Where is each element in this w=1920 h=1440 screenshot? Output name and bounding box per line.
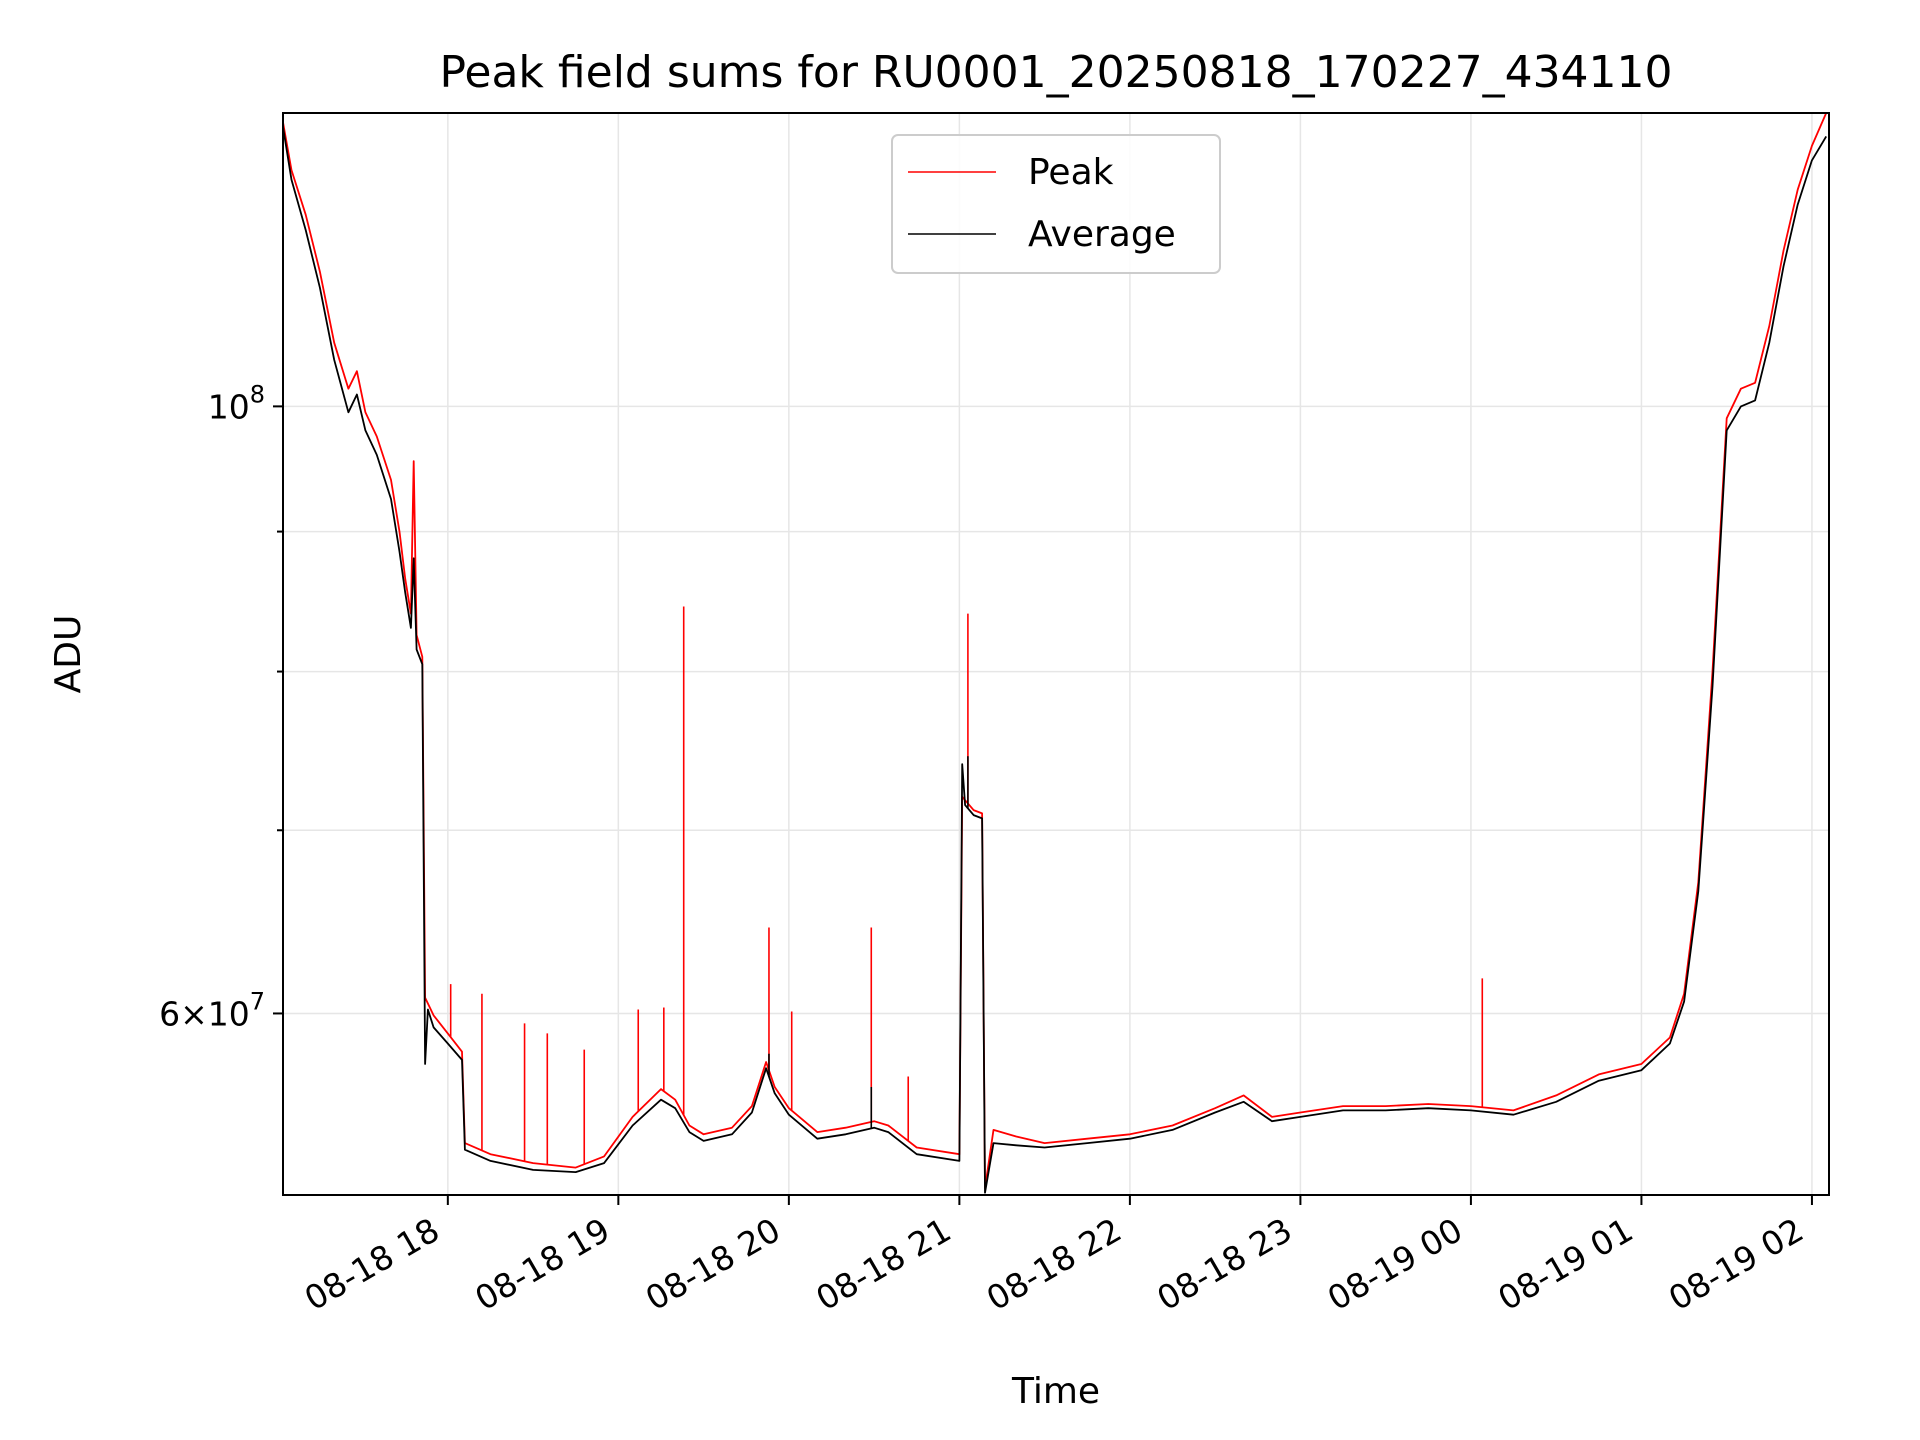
legend-peak-label: Peak [1028,152,1114,193]
legend-box [891,134,1221,274]
series-line-peak [283,113,1828,1189]
grid [283,113,1829,1195]
chart-title: Peak field sums for RU0001_20250818_1702… [439,47,1672,98]
y-tick-label: 108 [208,380,265,426]
y-axis-label: ADU [48,615,89,694]
series-line-average [283,126,1827,1194]
series-average [283,126,1827,1194]
series-layer [283,113,1828,1194]
y-axis: 108 6×107 [159,380,283,1033]
legend: Peak Average [891,134,1221,274]
y-tick-label: 6×107 [159,987,265,1033]
legend-average-label: Average [1028,214,1176,255]
plot-frame [282,112,1830,1196]
x-axis-label: Time [1011,1371,1100,1412]
